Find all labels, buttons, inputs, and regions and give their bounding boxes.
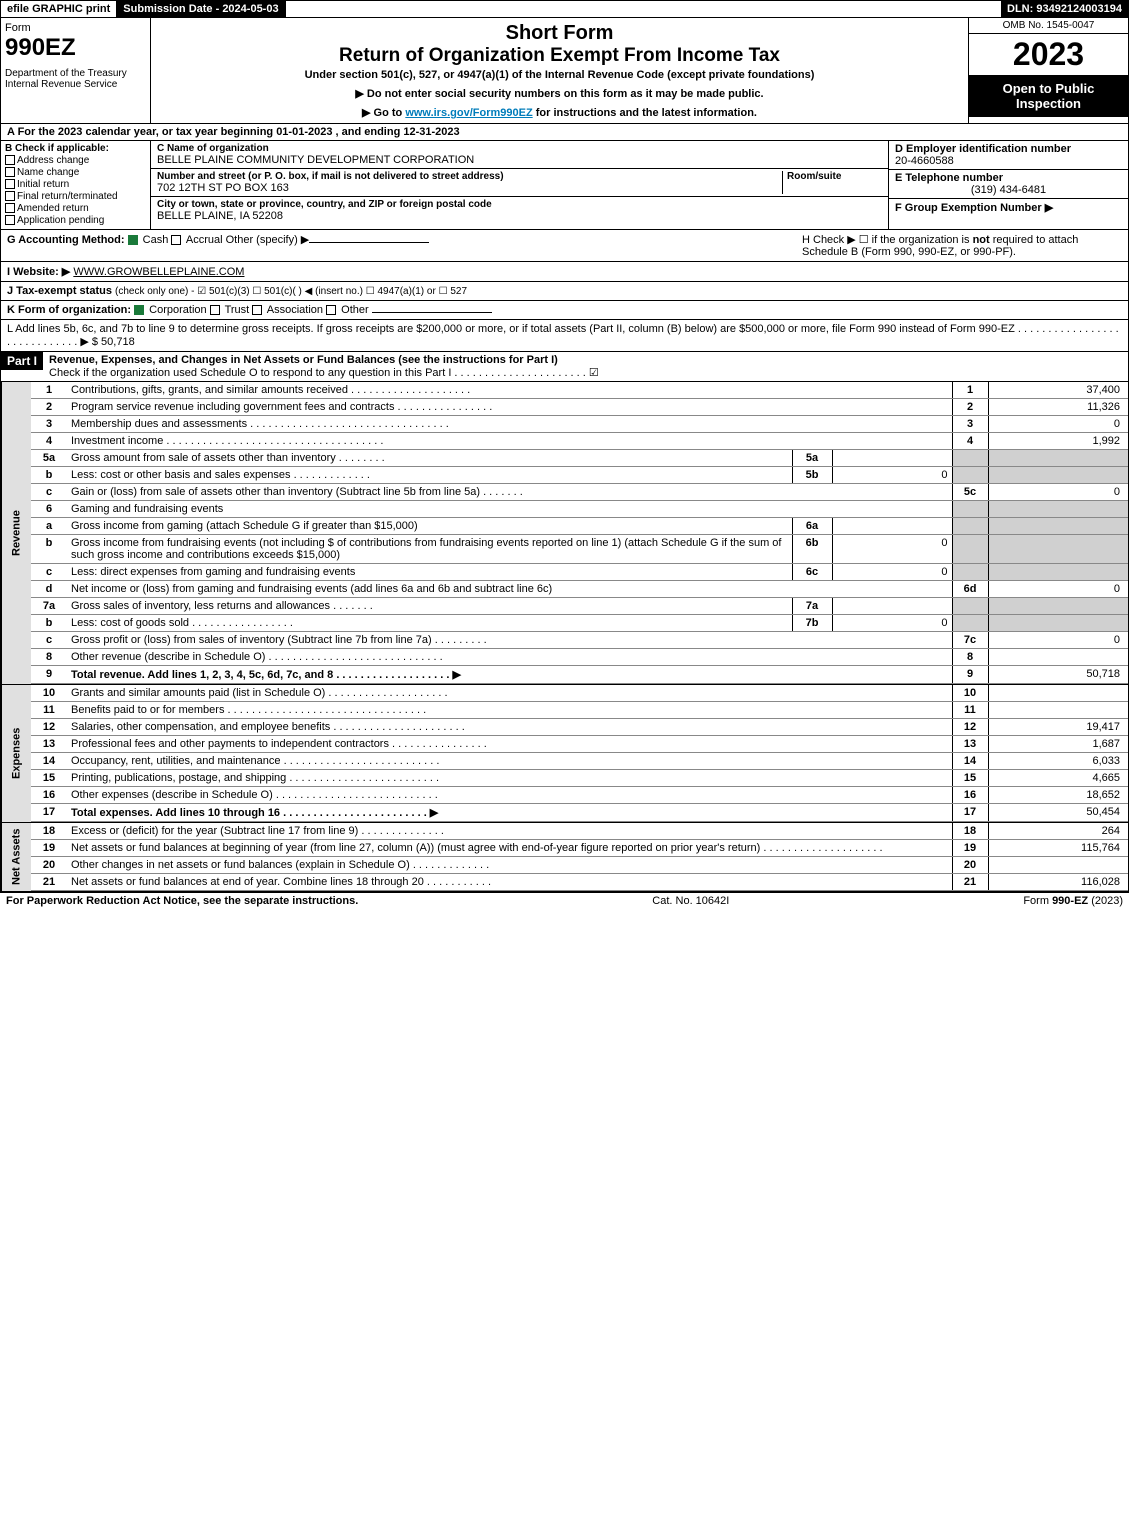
footer-left: For Paperwork Reduction Act Notice, see …: [6, 895, 358, 907]
line-11-value: [988, 702, 1128, 719]
line-2-value: 11,326: [988, 399, 1128, 416]
section-c: C Name of organization BELLE PLAINE COMM…: [151, 141, 888, 229]
section-b: B Check if applicable: Address change Na…: [1, 141, 151, 229]
line-6d-value: 0: [988, 581, 1128, 598]
under-section: Under section 501(c), 527, or 4947(a)(1)…: [159, 69, 960, 81]
line-21-value: 116,028: [988, 874, 1128, 891]
line-20-value: [988, 857, 1128, 874]
line-14-value: 6,033: [988, 753, 1128, 770]
expenses-block: Expenses 10Grants and similar amounts pa…: [0, 685, 1129, 823]
org-name-label: C Name of organization: [157, 143, 882, 154]
line-15-value: 4,665: [988, 770, 1128, 787]
section-g: G Accounting Method: Cash Accrual Other …: [7, 233, 429, 258]
revenue-block: Revenue 1Contributions, gifts, grants, a…: [0, 382, 1129, 685]
form-word: Form: [5, 22, 146, 34]
section-a: A For the 2023 calendar year, or tax yea…: [0, 124, 1129, 141]
checkbox-application-pending[interactable]: [5, 215, 15, 225]
line-9-value: 50,718: [988, 666, 1128, 684]
section-i: I Website: ▶ WWW.GROWBELLEPLAINE.COM: [0, 262, 1129, 282]
phone-value: (319) 434-6481: [895, 184, 1122, 196]
line-8-value: [988, 649, 1128, 666]
street-label: Number and street (or P. O. box, if mail…: [157, 171, 782, 182]
section-a-text: A For the 2023 calendar year, or tax yea…: [7, 126, 460, 138]
dln: DLN: 93492124003194: [1001, 1, 1128, 17]
line-1-value: 37,400: [988, 382, 1128, 399]
netassets-side-label: Net Assets: [1, 823, 31, 891]
part-1-title: Revenue, Expenses, and Changes in Net As…: [49, 354, 558, 366]
expenses-side-label: Expenses: [1, 685, 31, 822]
checkbox-cash[interactable]: [128, 235, 138, 245]
revenue-side-label: Revenue: [1, 382, 31, 684]
form-title: Return of Organization Exempt From Incom…: [159, 45, 960, 67]
checkbox-amended-return[interactable]: [5, 203, 15, 213]
header-left: Form 990EZ Department of the Treasury In…: [1, 18, 151, 123]
irs-link[interactable]: www.irs.gov/Form990EZ: [405, 107, 532, 119]
org-name: BELLE PLAINE COMMUNITY DEVELOPMENT CORPO…: [157, 154, 882, 166]
section-j: J Tax-exempt status (check only one) - ☑…: [0, 282, 1129, 301]
checkbox-trust[interactable]: [210, 305, 220, 315]
section-bcdef: B Check if applicable: Address change Na…: [0, 141, 1129, 230]
note-goto: ▶ Go to www.irs.gov/Form990EZ for instru…: [159, 106, 960, 119]
line-5c-value: 0: [988, 484, 1128, 501]
omb-number: OMB No. 1545-0047: [969, 18, 1128, 34]
top-bar: efile GRAPHIC print Submission Date - 20…: [0, 0, 1129, 18]
revenue-table: 1Contributions, gifts, grants, and simil…: [31, 382, 1128, 684]
line-17-value: 50,454: [988, 804, 1128, 822]
form-number: 990EZ: [5, 34, 146, 62]
netassets-table: 18Excess or (deficit) for the year (Subt…: [31, 823, 1128, 891]
section-h: H Check ▶ ☐ if the organization is not r…: [802, 233, 1122, 258]
room-label: Room/suite: [787, 171, 882, 182]
line-10-value: [988, 685, 1128, 702]
section-k: K Form of organization: Corporation Trus…: [0, 301, 1129, 320]
line-19-value: 115,764: [988, 840, 1128, 857]
header-right: OMB No. 1545-0047 2023 Open to Public In…: [968, 18, 1128, 123]
section-gh: G Accounting Method: Cash Accrual Other …: [0, 230, 1129, 262]
line-16-value: 18,652: [988, 787, 1128, 804]
efile-label: efile GRAPHIC print: [1, 1, 117, 17]
netassets-block: Net Assets 18Excess or (deficit) for the…: [0, 823, 1129, 892]
checkbox-address-change[interactable]: [5, 155, 15, 165]
part-1-label: Part I: [1, 352, 43, 370]
city-label: City or town, state or province, country…: [157, 199, 882, 210]
group-exemption-label: F Group Exemption Number ▶: [895, 202, 1053, 214]
part-1-check-line: Check if the organization used Schedule …: [49, 367, 599, 379]
checkbox-association[interactable]: [252, 305, 262, 315]
line-7c-value: 0: [988, 632, 1128, 649]
page-footer: For Paperwork Reduction Act Notice, see …: [0, 892, 1129, 909]
header-middle: Short Form Return of Organization Exempt…: [151, 18, 968, 123]
ein-label: D Employer identification number: [895, 143, 1122, 155]
checkbox-accrual[interactable]: [171, 235, 181, 245]
expenses-table: 10Grants and similar amounts paid (list …: [31, 685, 1128, 822]
footer-right: Form 990-EZ (2023): [1023, 895, 1123, 907]
checkbox-other-org[interactable]: [326, 305, 336, 315]
checkbox-corporation[interactable]: [134, 305, 144, 315]
checkbox-initial-return[interactable]: [5, 179, 15, 189]
part-1-header: Part I Revenue, Expenses, and Changes in…: [0, 352, 1129, 382]
form-header: Form 990EZ Department of the Treasury In…: [0, 18, 1129, 124]
section-b-label: B Check if applicable:: [5, 143, 109, 154]
submission-date: Submission Date - 2024-05-03: [117, 1, 285, 17]
website-value: WWW.GROWBELLEPLAINE.COM: [73, 266, 244, 278]
city-state-zip: BELLE PLAINE, IA 52208: [157, 210, 882, 222]
section-l: L Add lines 5b, 6c, and 7b to line 9 to …: [0, 320, 1129, 352]
line-3-value: 0: [988, 416, 1128, 433]
open-to-public: Open to Public Inspection: [969, 75, 1128, 117]
line-12-value: 19,417: [988, 719, 1128, 736]
department: Department of the Treasury Internal Reve…: [5, 68, 146, 90]
footer-catalog: Cat. No. 10642I: [652, 895, 729, 907]
tax-year: 2023: [969, 34, 1128, 75]
checkbox-final-return[interactable]: [5, 191, 15, 201]
phone-label: E Telephone number: [895, 172, 1122, 184]
section-def: D Employer identification number 20-4660…: [888, 141, 1128, 229]
line-18-value: 264: [988, 823, 1128, 840]
line-13-value: 1,687: [988, 736, 1128, 753]
checkbox-name-change[interactable]: [5, 167, 15, 177]
note-ssn: ▶ Do not enter social security numbers o…: [159, 87, 960, 100]
short-form-title: Short Form: [159, 22, 960, 45]
ein-value: 20-4660588: [895, 155, 1122, 167]
line-4-value: 1,992: [988, 433, 1128, 450]
street-address: 702 12TH ST PO BOX 163: [157, 182, 782, 194]
